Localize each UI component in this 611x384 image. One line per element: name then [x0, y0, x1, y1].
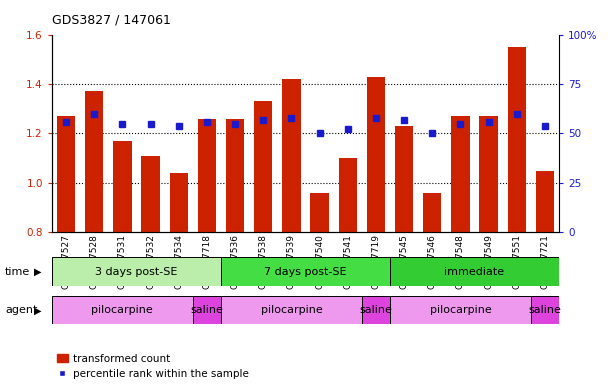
Bar	[141, 156, 159, 232]
Bar	[390, 257, 559, 286]
Text: agent: agent	[5, 305, 37, 315]
Bar	[480, 116, 498, 232]
Text: ▶: ▶	[34, 305, 41, 315]
Bar	[221, 296, 362, 324]
Bar	[536, 170, 554, 232]
Bar	[367, 76, 385, 232]
Text: pilocarpine: pilocarpine	[260, 305, 322, 315]
Bar	[310, 193, 329, 232]
Bar	[395, 126, 413, 232]
Bar	[282, 79, 301, 232]
Bar	[362, 296, 390, 324]
Bar	[423, 193, 441, 232]
Legend: transformed count, percentile rank within the sample: transformed count, percentile rank withi…	[57, 354, 249, 379]
Text: 3 days post-SE: 3 days post-SE	[95, 266, 178, 277]
Text: 7 days post-SE: 7 days post-SE	[264, 266, 347, 277]
Bar	[221, 257, 390, 286]
Text: pilocarpine: pilocarpine	[430, 305, 491, 315]
Text: time: time	[5, 267, 30, 277]
Bar	[226, 119, 244, 232]
Text: saline: saline	[529, 305, 562, 315]
Bar	[452, 116, 470, 232]
Bar	[531, 296, 559, 324]
Bar	[508, 47, 526, 232]
Bar	[113, 141, 131, 232]
Bar	[193, 296, 221, 324]
Bar	[170, 173, 188, 232]
Text: saline: saline	[359, 305, 392, 315]
Bar	[57, 116, 75, 232]
Bar	[52, 257, 221, 286]
Bar	[390, 296, 531, 324]
Bar	[52, 296, 193, 324]
Bar	[338, 158, 357, 232]
Bar	[85, 91, 103, 232]
Text: ▶: ▶	[34, 267, 41, 277]
Text: saline: saline	[191, 305, 224, 315]
Bar	[254, 101, 273, 232]
Text: immediate: immediate	[444, 266, 505, 277]
Text: pilocarpine: pilocarpine	[92, 305, 153, 315]
Bar	[198, 119, 216, 232]
Text: GDS3827 / 147061: GDS3827 / 147061	[52, 13, 171, 26]
